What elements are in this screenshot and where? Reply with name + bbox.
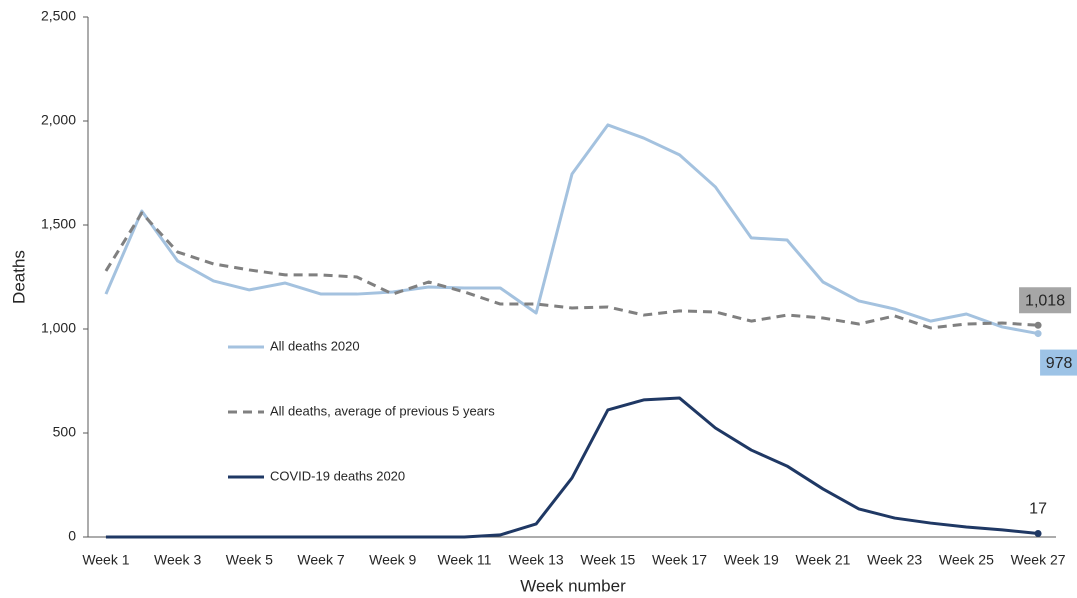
label-box <box>1040 349 1077 376</box>
x-tick-label: Week 23 <box>867 552 922 568</box>
y-tick-label: 0 <box>68 528 76 544</box>
x-tick-label: Week 13 <box>509 552 564 568</box>
series-line <box>105 396 1039 539</box>
data-label: 1,018 <box>1025 292 1065 309</box>
x-tick-label: Week 9 <box>369 552 416 568</box>
x-tick-label: Week 27 <box>1011 552 1066 568</box>
x-axis-title: Week number <box>520 576 626 595</box>
legend-label: All deaths, average of previous 5 years <box>270 403 495 418</box>
x-tick-label: Week 15 <box>580 552 635 568</box>
end-point <box>1034 529 1042 537</box>
x-tick-label: Week 21 <box>795 552 850 568</box>
end-point <box>1034 321 1042 329</box>
x-tick-label: Week 1 <box>82 552 129 568</box>
x-tick-label: Week 11 <box>437 552 491 568</box>
x-tick-label: Week 7 <box>297 552 344 568</box>
series-line <box>104 123 1039 336</box>
y-tick-label: 2,000 <box>41 112 76 128</box>
x-tick-label: Week 3 <box>154 552 201 568</box>
y-tick-label: 1,500 <box>41 216 76 232</box>
end-point <box>1034 330 1042 338</box>
legend-label: COVID-19 deaths 2020 <box>270 468 405 483</box>
y-tick-label: 2,500 <box>41 8 76 24</box>
y-axis-title: Deaths <box>9 250 28 304</box>
x-tick-label: Week 19 <box>724 552 779 568</box>
label-box <box>1019 287 1072 314</box>
x-tick-label: Week 5 <box>226 552 273 568</box>
legend-label: All deaths 2020 <box>270 338 360 353</box>
y-tick-label: 500 <box>53 424 77 440</box>
data-label: 978 <box>1046 355 1073 372</box>
x-tick-label: Week 25 <box>939 552 994 568</box>
y-tick-label: 1,000 <box>41 320 76 336</box>
series-line <box>104 211 1039 330</box>
x-tick-label: Week 17 <box>652 552 707 568</box>
data-label: 17 <box>1029 501 1047 518</box>
